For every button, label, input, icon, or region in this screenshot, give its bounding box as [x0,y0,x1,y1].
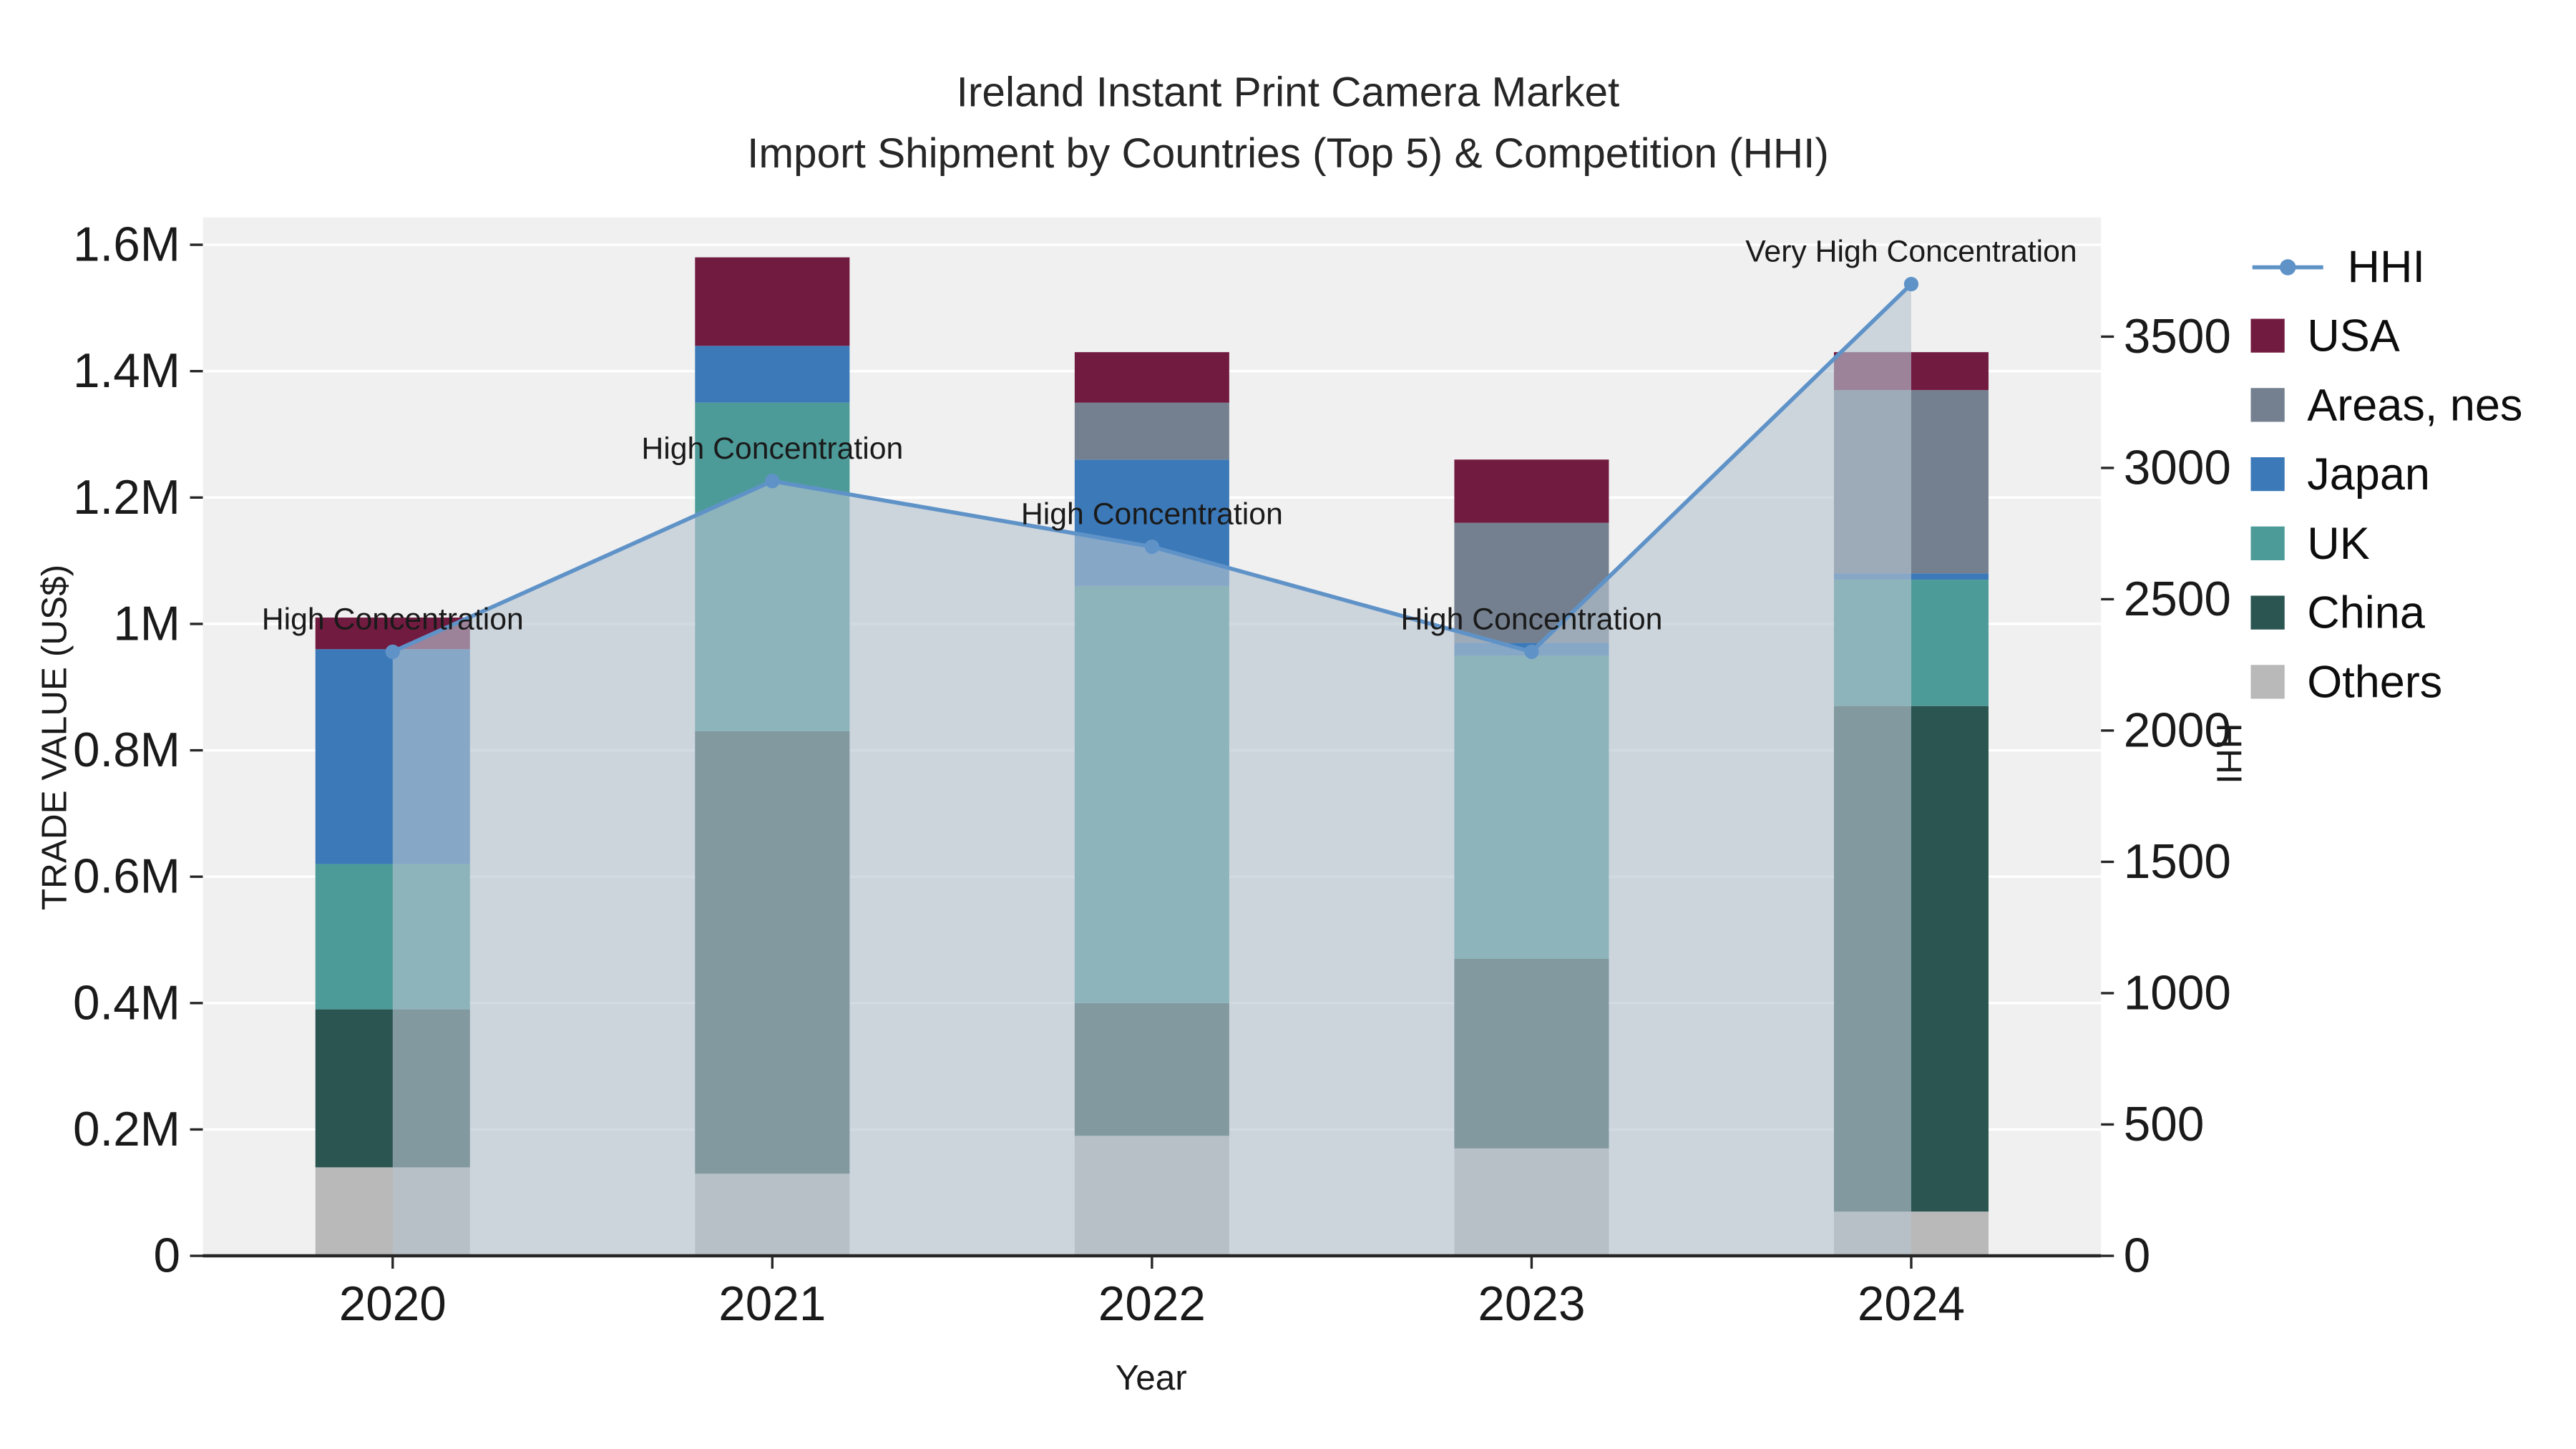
x-axis-label: Year [1115,1357,1187,1397]
x-tick-label-2022: 2022 [1098,1277,1206,1331]
bar-segment-usa-2021 [695,257,850,346]
legend-swatch-icon [2250,526,2285,560]
y-axis-label-left: TRADE VALUE (US$) [34,564,74,911]
legend-label: Japan [2307,448,2430,499]
legend-color-square [2250,457,2285,492]
legend-label: UK [2307,517,2370,568]
y-left-tick-label: 1.2M [73,471,180,525]
y-left-tick-label: 0.4M [73,976,180,1030]
legend-color-square [2250,526,2285,560]
y-right-tick-label: 500 [2124,1098,2205,1151]
chart-title-line1: Ireland Instant Print Camera Market [956,67,1620,117]
hhi-marker-2020 [385,644,400,659]
legend-color-square [2250,388,2285,422]
legend-item-usa: USA [2250,301,2523,371]
legend-swatch-icon [2250,388,2285,422]
annotation-2024: Very High Concentration [1745,235,2077,269]
y-left-tick-label: 0.8M [73,723,180,777]
hhi-marker-2023 [1524,644,1539,659]
legend-item-japan: Japan [2250,439,2523,509]
legend-item-china: China [2250,578,2523,648]
y-left-tick-label: 1M [113,597,180,650]
y-right-tick-label: 2000 [2124,703,2231,757]
x-tick-label-2020: 2020 [339,1277,447,1331]
legend-item-others: Others [2250,648,2523,717]
chart-title-line2: Import Shipment by Countries (Top 5) & C… [747,129,1829,177]
legend-color-square [2250,595,2285,630]
legend-color-square [2250,665,2285,699]
x-tick-label-2021: 2021 [718,1277,826,1331]
annotation-2023: High Concentration [1400,602,1662,636]
y-left-tick-label: 0 [153,1229,180,1283]
legend-line-icon [2251,249,2326,285]
legend-label: Others [2307,655,2443,706]
annotation-2020: High Concentration [262,602,524,636]
bar-segment-japan-2021 [695,346,850,403]
hhi-marker-2021 [765,474,780,489]
hhi-marker-2024 [1903,276,1919,292]
y-right-tick-label: 3500 [2124,310,2231,364]
chart-title: Ireland Instant Print Camera Market Impo… [0,62,2576,184]
y-right-tick-label: 0 [2124,1229,2151,1283]
annotation-2021: High Concentration [641,431,903,466]
bar-segment-areas-nes-2022 [1074,402,1229,460]
y-left-tick-label: 0.2M [73,1103,180,1156]
legend-item-uk: UK [2250,509,2523,578]
y-right-tick-label: 1000 [2124,966,2231,1020]
legend-swatch-icon [2250,665,2285,699]
legend-swatch-icon [2250,457,2285,492]
y-right-tick-label: 3000 [2124,441,2231,494]
legend-label: HHI [2347,240,2426,291]
legend-label: Areas, nes [2307,379,2523,429]
legend-label: China [2307,587,2425,637]
legend-item-areas-nes: Areas, nes [2250,371,2523,440]
x-tick-label-2023: 2023 [1478,1277,1585,1331]
y-axis-label-right: HHI [2209,723,2250,784]
y-left-tick-label: 0.6M [73,850,180,904]
x-tick-label-2024: 2024 [1858,1277,1965,1331]
y-right-tick-label: 2500 [2124,572,2231,626]
bar-segment-usa-2023 [1454,459,1609,523]
legend-swatch-icon [2250,318,2285,353]
y-left-tick-label: 1.6M [73,218,180,272]
legend-item-hhi: HHI [2251,232,2523,301]
hhi-area-fill [392,284,1911,1256]
y-right-tick-label: 1500 [2124,835,2231,889]
legend-color-square [2250,318,2285,353]
legend-label: USA [2307,310,2400,360]
y-left-tick-label: 1.4M [73,344,180,398]
legend-swatch-icon [2250,595,2285,630]
legend: HHI USA Areas, nes Japan UK China Others [2250,232,2523,717]
bar-segment-usa-2022 [1074,352,1229,403]
hhi-marker-2022 [1144,539,1159,555]
annotation-2022: High Concentration [1021,497,1283,532]
